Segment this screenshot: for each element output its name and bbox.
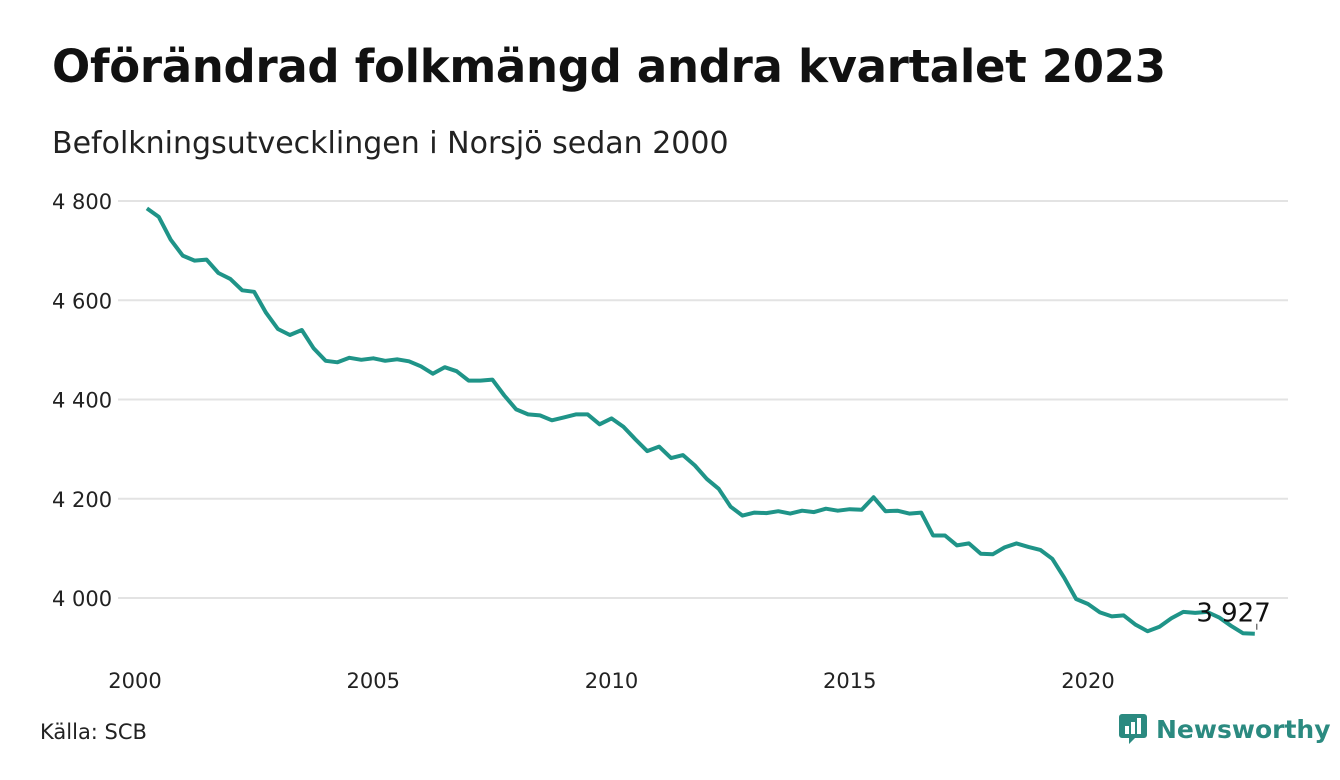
y-tick-label: 4 800	[52, 190, 112, 214]
brand-name: Newsworthy	[1156, 714, 1331, 744]
x-tick-label: 2015	[823, 669, 876, 693]
source-note: Källa: SCB	[40, 720, 147, 744]
chart-title: Oförändrad folkmängd andra kvartalet 202…	[52, 40, 1166, 93]
end-value-label: 3 927	[1196, 599, 1270, 629]
y-tick-label: 4 000	[52, 587, 112, 611]
x-tick-label: 2020	[1061, 669, 1114, 693]
x-tick-label: 2005	[347, 669, 400, 693]
newsworthy-logo-icon	[1119, 714, 1147, 744]
gridlines	[118, 200, 1288, 599]
x-axis-ticks: 2000 2005 2010 2015 2020	[108, 669, 1114, 693]
y-tick-label: 4 400	[52, 389, 112, 413]
label-layer: 3 927	[1196, 599, 1271, 630]
series-line	[145, 206, 1255, 636]
brand-logo: Newsworthy	[1118, 712, 1331, 746]
chart-subtitle: Befolkningsutvecklingen i Norsjö sedan 2…	[52, 126, 729, 161]
x-tick-label: 2000	[108, 669, 161, 693]
y-tick-label: 4 600	[52, 289, 112, 313]
y-axis-ticks: 4 000 4 200 4 400 4 600 4 800	[52, 190, 112, 611]
series-layer	[145, 206, 1255, 636]
y-tick-label: 4 200	[52, 488, 112, 512]
x-tick-label: 2010	[585, 669, 638, 693]
